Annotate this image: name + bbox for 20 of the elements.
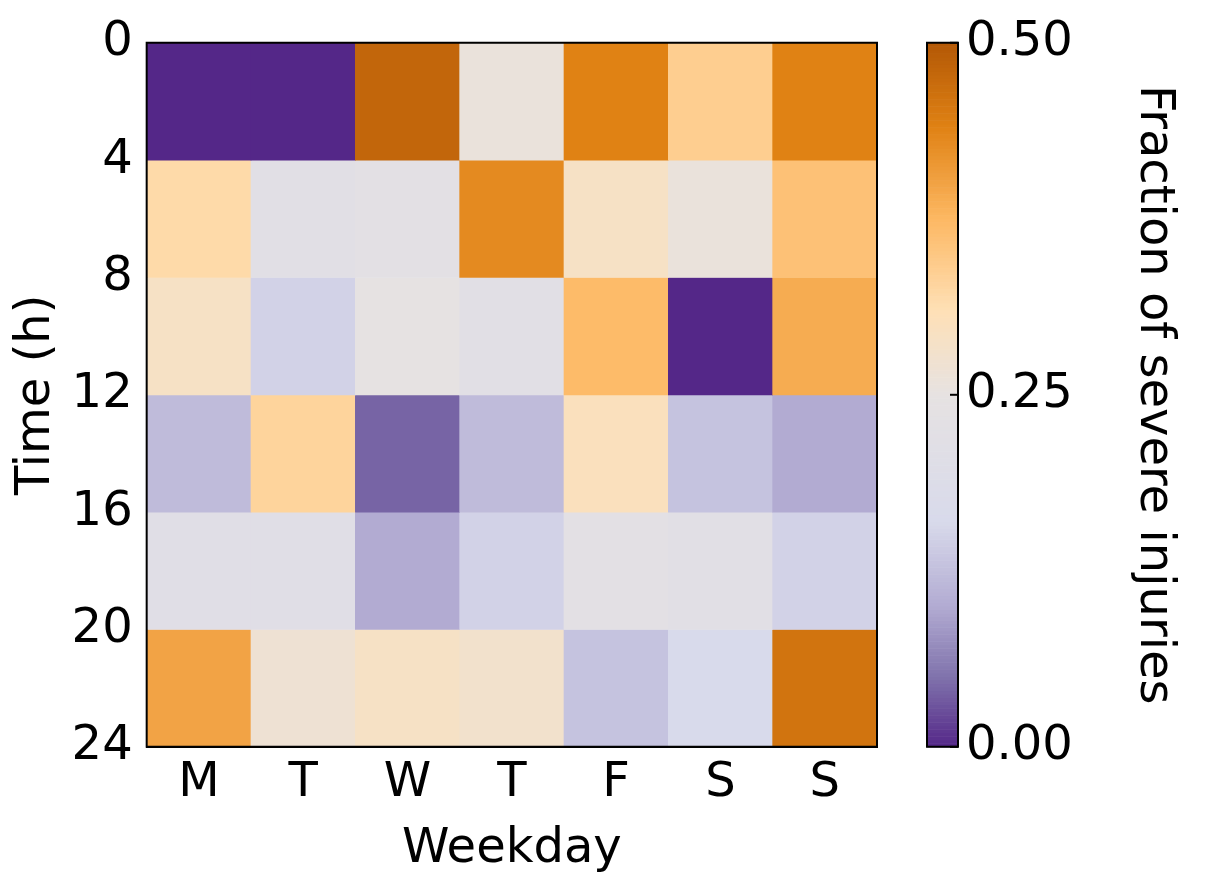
color-bar-title: Fraction of severe injuries [1129,85,1186,705]
x-tick-label: S [705,751,736,808]
x-tick-label: S [809,751,841,808]
color-bar-label: 0.50 [966,10,1073,67]
y-tick-label: 16 [71,479,133,536]
y-tick-label: 8 [102,244,133,301]
x-tick-label: T [496,751,528,808]
y-tick-label: 20 [71,596,133,653]
y-tick-label: 12 [71,362,133,419]
x-tick-label: T [287,751,319,808]
x-axis-title: Weekday [401,816,622,873]
y-tick-label: 24 [71,714,133,771]
x-tick-label: W [383,751,432,808]
x-tick-label: F [602,751,630,808]
color-bar-label: 0.25 [966,362,1073,419]
x-tick-label: M [178,751,220,808]
y-tick-label: 0 [102,10,133,67]
y-axis-title: Time (h) [4,294,61,497]
color-bar-label: 0.00 [966,714,1073,771]
y-tick-label: 4 [102,127,133,184]
